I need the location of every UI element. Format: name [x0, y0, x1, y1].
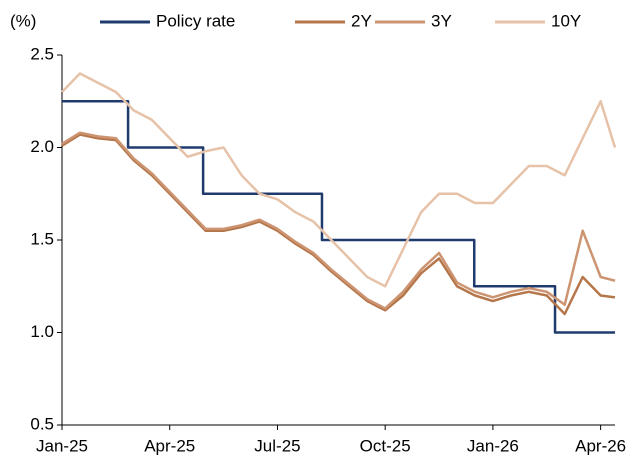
y-tick-label: 0.5: [30, 414, 54, 433]
line-series: [61, 72, 617, 288]
x-tick-label: Jan-25: [36, 436, 88, 455]
x-tick-label: Jan-26: [467, 436, 519, 455]
x-tick-label: Jul-25: [254, 436, 300, 455]
line-series: [62, 100, 615, 334]
x-tick-label: Apr-26: [575, 436, 626, 455]
y-tick-label: 1.5: [30, 229, 54, 248]
y-tick-label: 1.0: [30, 322, 54, 341]
legend-label: 10Y: [551, 11, 581, 30]
y-axis-label: (%): [10, 11, 36, 30]
y-tick-label: 2.0: [30, 137, 54, 156]
legend-label: Policy rate: [156, 11, 235, 30]
x-tick-label: Apr-25: [144, 436, 195, 455]
line-series: [61, 131, 616, 310]
y-tick-label: 2.5: [30, 44, 54, 63]
legend-label: 2Y: [351, 11, 372, 30]
line-series: [61, 133, 616, 316]
legend-label: 3Y: [431, 11, 452, 30]
x-tick-label: Oct-25: [360, 436, 411, 455]
